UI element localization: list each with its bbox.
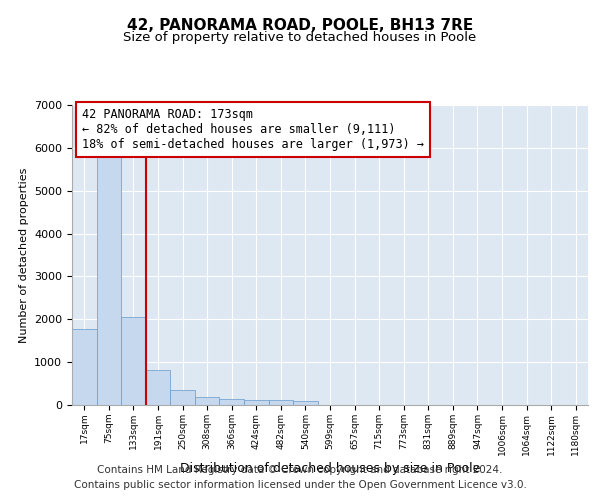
Text: 42 PANORAMA ROAD: 173sqm
← 82% of detached houses are smaller (9,111)
18% of sem: 42 PANORAMA ROAD: 173sqm ← 82% of detach… xyxy=(82,108,424,151)
Bar xyxy=(195,396,220,405)
Text: Size of property relative to detached houses in Poole: Size of property relative to detached ho… xyxy=(124,31,476,44)
Y-axis label: Number of detached properties: Number of detached properties xyxy=(19,168,29,342)
Bar xyxy=(293,401,318,405)
Text: Contains public sector information licensed under the Open Government Licence v3: Contains public sector information licen… xyxy=(74,480,526,490)
X-axis label: Distribution of detached houses by size in Poole: Distribution of detached houses by size … xyxy=(180,462,480,474)
Bar xyxy=(146,370,170,405)
Text: Contains HM Land Registry data © Crown copyright and database right 2024.: Contains HM Land Registry data © Crown c… xyxy=(97,465,503,475)
Bar xyxy=(121,316,146,405)
Bar xyxy=(244,400,269,405)
Bar xyxy=(97,158,121,405)
Text: 42, PANORAMA ROAD, POOLE, BH13 7RE: 42, PANORAMA ROAD, POOLE, BH13 7RE xyxy=(127,18,473,32)
Bar xyxy=(170,390,195,405)
Bar xyxy=(269,400,293,405)
Bar xyxy=(72,328,97,405)
Bar xyxy=(220,400,244,405)
